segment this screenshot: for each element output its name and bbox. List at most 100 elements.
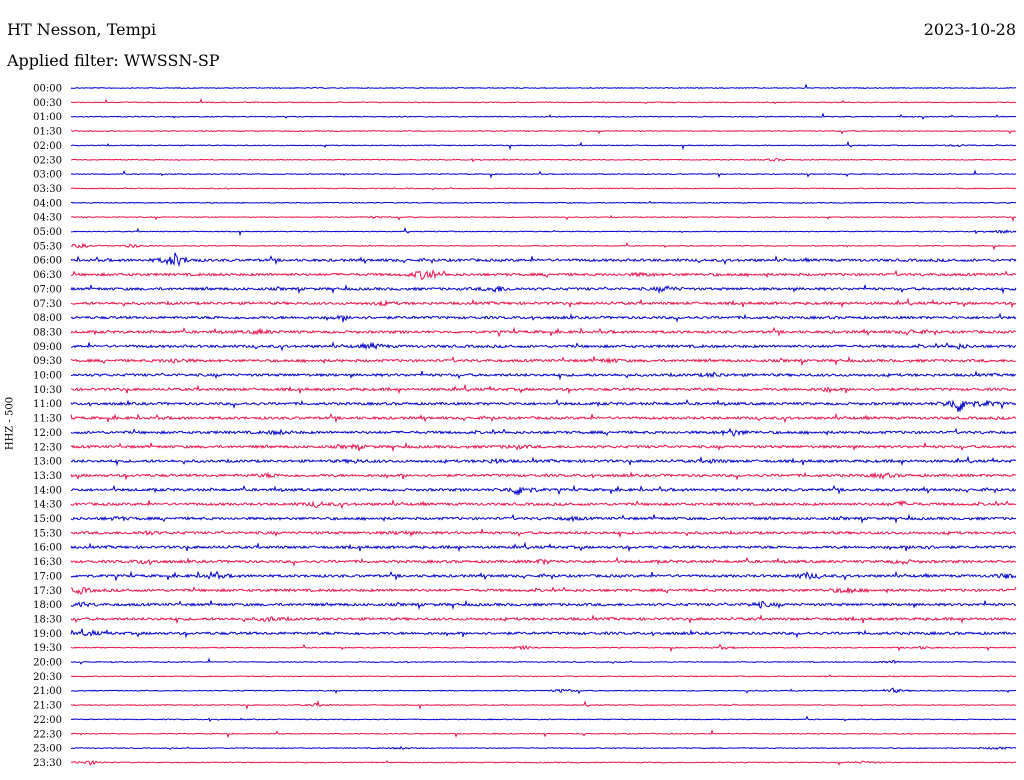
time-label: 13:00	[33, 457, 62, 468]
seismic-trace-row	[70, 586, 1017, 595]
seismic-trace-row	[70, 169, 1017, 179]
time-label: 10:30	[33, 385, 62, 396]
time-label: 21:30	[33, 701, 62, 712]
time-label: 05:00	[33, 227, 62, 238]
seismic-trace-row	[70, 383, 1017, 395]
seismic-trace-row	[71, 226, 1017, 237]
time-label: 17:00	[33, 571, 62, 582]
seismic-trace-row	[70, 471, 1017, 481]
seismic-trace-row	[70, 556, 1017, 567]
seismic-trace-row	[70, 570, 1017, 582]
time-label: 11:30	[33, 414, 62, 425]
seismic-trace-row	[70, 599, 1017, 611]
time-label: 14:00	[33, 485, 62, 496]
time-label: 13:30	[33, 471, 62, 482]
time-label: 06:30	[33, 270, 62, 281]
time-label: 10:00	[33, 371, 62, 382]
filter-label: Applied filter: WWSSN-SP	[7, 51, 220, 70]
time-label: 14:30	[33, 500, 62, 511]
time-label: 06:00	[33, 256, 62, 267]
seismic-trace-row	[70, 455, 1017, 467]
seismic-trace-row	[70, 441, 1017, 453]
time-label: 02:00	[33, 141, 62, 152]
time-label: 23:30	[33, 758, 62, 769]
time-label: 12:30	[33, 442, 62, 453]
seismic-trace-row	[70, 129, 1017, 135]
time-label: 22:00	[33, 715, 62, 726]
seismic-trace-row	[70, 186, 1017, 191]
seismic-trace-row	[70, 657, 1017, 665]
time-label: 20:00	[33, 658, 62, 669]
seismic-trace-row	[70, 427, 1017, 437]
time-label: 11:00	[33, 399, 62, 410]
seismic-trace-row	[70, 112, 1017, 120]
seismic-trace-row	[70, 241, 1017, 251]
seismic-trace-row	[70, 200, 1017, 205]
time-label: 15:00	[33, 514, 62, 525]
seismic-traces	[70, 83, 1017, 766]
time-label: 09:00	[33, 342, 62, 353]
seismic-trace-row	[70, 513, 1017, 524]
seismic-trace-row	[70, 214, 1017, 222]
time-label: 07:00	[33, 284, 62, 295]
time-label: 23:00	[33, 744, 62, 755]
time-label: 18:00	[33, 600, 62, 611]
time-label: 09:30	[33, 356, 62, 367]
station-title: HT Nesson, Tempi	[7, 20, 157, 39]
seismic-trace-row	[70, 140, 1017, 151]
seismic-trace-row	[70, 628, 1017, 639]
seismic-trace-row	[70, 312, 1017, 323]
seismic-trace-row	[70, 326, 1017, 338]
time-label: 01:30	[33, 127, 62, 138]
time-label: 04:30	[33, 213, 62, 224]
time-label: 08:30	[33, 327, 62, 338]
seismic-trace-row	[70, 541, 1017, 553]
seismic-trace-row	[70, 745, 1017, 751]
time-label: 12:00	[33, 428, 62, 439]
seismic-trace-row	[70, 269, 1017, 281]
time-label: 05:30	[33, 241, 62, 252]
time-label: 19:30	[33, 643, 62, 654]
time-label: 00:00	[33, 84, 62, 95]
time-label: 03:00	[33, 170, 62, 181]
seismic-trace-row	[70, 674, 1017, 678]
time-label: 15:30	[33, 528, 62, 539]
record-date: 2023-10-28	[923, 20, 1016, 39]
seismic-trace-row	[70, 484, 1017, 497]
seismic-trace-row	[70, 370, 1017, 381]
time-label: 20:30	[33, 672, 62, 683]
seismic-trace-row	[70, 528, 1017, 539]
time-label: 07:30	[33, 299, 62, 310]
seismic-trace-row	[70, 699, 1017, 710]
time-label: 16:00	[33, 543, 62, 554]
seismic-trace-row	[70, 83, 1017, 90]
seismic-trace-row	[70, 643, 1017, 653]
time-label: 08:00	[33, 313, 62, 324]
seismic-trace-row	[70, 715, 1017, 723]
seismic-trace-row	[70, 728, 1017, 739]
seismic-trace-row	[70, 252, 1017, 268]
time-label: 17:30	[33, 586, 62, 597]
time-label: 22:30	[33, 729, 62, 740]
seismic-trace-row	[70, 157, 1017, 163]
seismic-trace-row	[70, 499, 1017, 510]
seismic-trace-row	[70, 759, 1017, 766]
time-label: 00:30	[33, 98, 62, 109]
seismic-trace-row	[70, 283, 1017, 295]
time-label: 04:00	[33, 198, 62, 209]
time-label: 01:00	[33, 112, 62, 123]
time-label: 02:30	[33, 155, 62, 166]
seismic-trace-row	[70, 614, 1017, 625]
seismic-trace-row	[70, 297, 1017, 309]
seismic-trace-row	[70, 687, 1017, 695]
seismic-trace-row	[70, 98, 1017, 105]
time-label: 19:00	[33, 629, 62, 640]
time-labels: 00:00 00:30 01:00 01:30 02:00 02:30 03:00 03:30…	[33, 84, 62, 769]
seismic-trace-row	[70, 398, 1017, 412]
seismic-trace-row	[70, 355, 1017, 367]
seismic-trace-row	[70, 412, 1017, 424]
time-label: 21:00	[33, 686, 62, 697]
time-label: 16:30	[33, 557, 62, 568]
seismic-trace-row	[70, 341, 1017, 352]
